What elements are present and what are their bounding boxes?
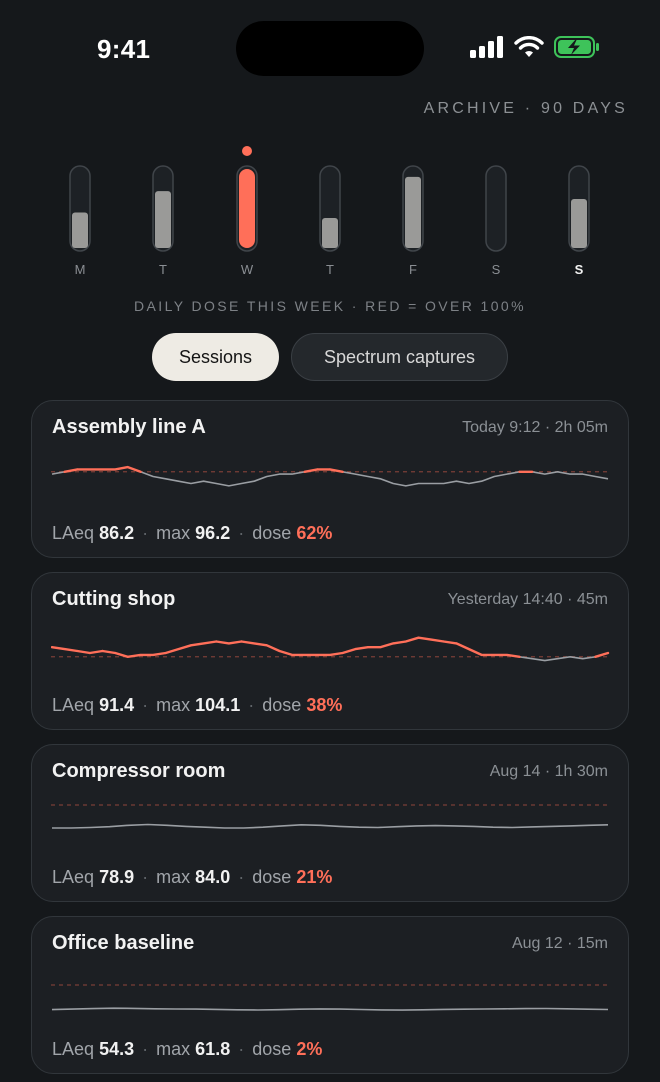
dose-value: 21% — [296, 867, 333, 887]
max-label: max — [156, 695, 191, 715]
cellular-signal-icon — [470, 36, 503, 58]
status-bar: 9:41 — [0, 0, 660, 96]
session-stats: LAeq 54.3 · max 61.8 · dose 2% — [52, 1039, 323, 1059]
level-trace — [52, 823, 609, 829]
status-time: 9:41 — [97, 34, 151, 64]
session-meta: Aug 12 · 15m — [511, 935, 608, 952]
tab-spectrum-captures[interactable]: Spectrum captures — [291, 333, 508, 381]
max-value: 96.2 — [195, 523, 231, 543]
session-card-assembly-line-a[interactable]: Assembly line A Today 9:12 · 2h 05m LAeq… — [31, 400, 629, 558]
dynamic-island — [236, 21, 424, 76]
session-title: Assembly line A — [52, 416, 206, 438]
session-card-office-baseline[interactable]: Office baseline Aug 12 · 15m LAeq 54.3 ·… — [31, 916, 629, 1074]
dose-bar-fill[interactable] — [239, 169, 255, 248]
session-trace — [51, 984, 609, 1011]
over-limit-marker — [242, 146, 252, 156]
session-title: Office baseline — [52, 932, 195, 954]
day-label: T — [326, 262, 334, 277]
dose-bar-fill[interactable] — [72, 212, 88, 248]
archive-range-label[interactable]: ARCHIVE · 90 DAYS — [423, 100, 628, 117]
dose-bar-fill[interactable] — [571, 199, 587, 248]
laeq-value: 78.9 — [99, 867, 135, 887]
session-card-cutting-shop[interactable]: Cutting shop Yesterday 14:40 · 45m LAeq … — [31, 572, 629, 730]
dose-bar-fill[interactable] — [155, 191, 171, 248]
session-trace — [51, 465, 609, 487]
session-trace — [51, 636, 610, 662]
session-meta: Aug 14 · 1h 30m — [489, 763, 608, 780]
max-label: max — [156, 867, 191, 887]
laeq-label: LAeq — [52, 867, 95, 887]
session-card-compressor-room[interactable]: Compressor room Aug 14 · 1h 30m LAeq 78.… — [31, 744, 629, 902]
dose-bar-fill[interactable] — [405, 176, 421, 248]
max-value: 61.8 — [195, 1039, 231, 1059]
session-stats: LAeq 86.2 · max 96.2 · dose 62% — [52, 523, 333, 543]
laeq-value: 86.2 — [99, 523, 135, 543]
day-label: W — [241, 262, 254, 277]
day-label: M — [75, 262, 86, 277]
dose-bar-fill[interactable] — [322, 217, 338, 248]
max-value: 104.1 — [195, 695, 241, 715]
wifi-icon — [514, 36, 544, 57]
dose-label: dose — [252, 867, 292, 887]
max-label: max — [156, 1039, 191, 1059]
session-meta: Today 9:12 · 2h 05m — [462, 419, 608, 436]
system-icons — [470, 36, 600, 58]
week-chart-caption: DAILY DOSE THIS WEEK · RED = OVER 100% — [134, 298, 526, 314]
session-meta: Yesterday 14:40 · 45m — [447, 591, 608, 608]
dose-value: 62% — [296, 523, 333, 543]
tab-sessions[interactable]: Sessions — [152, 333, 279, 381]
dose-value: 38% — [306, 695, 343, 715]
day-label: T — [159, 262, 167, 277]
battery-charging-icon — [554, 36, 599, 58]
over-limit-trace — [51, 636, 610, 658]
level-trace — [51, 636, 609, 662]
session-title: Compressor room — [52, 760, 226, 782]
dose-bar-track — [485, 165, 507, 252]
level-trace — [51, 1007, 609, 1011]
day-label: F — [409, 262, 417, 277]
max-value: 84.0 — [195, 867, 231, 887]
dose-label: dose — [252, 1039, 292, 1059]
dose-value: 2% — [296, 1039, 323, 1059]
dose-label: dose — [252, 523, 292, 543]
dose-label: dose — [262, 695, 302, 715]
over-limit-trace — [63, 465, 534, 473]
laeq-value: 54.3 — [99, 1039, 135, 1059]
session-trace — [51, 804, 609, 829]
day-label: S — [492, 262, 501, 277]
laeq-label: LAeq — [52, 695, 95, 715]
max-label: max — [156, 523, 191, 543]
laeq-label: LAeq — [52, 1039, 95, 1059]
session-stats: LAeq 91.4 · max 104.1 · dose 38% — [52, 695, 343, 715]
laeq-value: 91.4 — [99, 695, 135, 715]
laeq-label: LAeq — [52, 523, 95, 543]
session-title: Cutting shop — [52, 588, 176, 610]
day-label: S — [575, 262, 584, 277]
session-stats: LAeq 78.9 · max 84.0 · dose 21% — [52, 867, 333, 887]
